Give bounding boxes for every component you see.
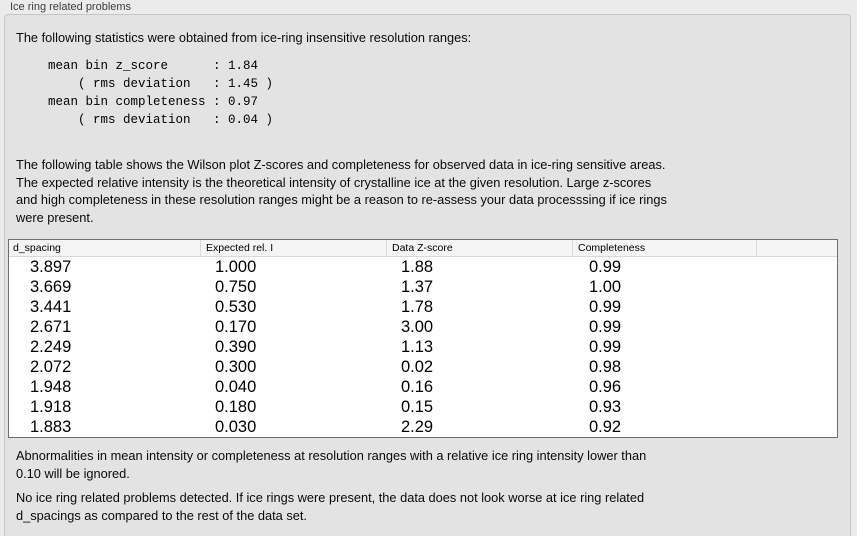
- table-cell: 0.99: [589, 338, 622, 356]
- table-cell: 1.00: [589, 278, 622, 296]
- table-cell: [757, 357, 837, 377]
- table-cell: 0.98: [589, 358, 622, 376]
- stats-intro-text: The following statistics were obtained f…: [16, 30, 472, 45]
- table-row[interactable]: 2.072 0.300 0.02 0.98: [9, 357, 837, 377]
- table-cell: 0.15: [401, 398, 434, 416]
- table-cell: [757, 277, 837, 297]
- table-cell: 0.300: [215, 358, 257, 376]
- table-cell: 2.29: [401, 418, 434, 436]
- table-cell: 2.249: [30, 338, 72, 356]
- table-cell: 0.180: [215, 398, 257, 416]
- ice-table-body: 3.897 1.000 1.88 0.99 3.669 0.750 1.37 1.00 3.44…: [9, 257, 837, 437]
- table-cell: 3.669: [30, 278, 72, 296]
- stats-block: mean bin z_score : 1.84 ( rms deviation …: [48, 59, 274, 127]
- table-row[interactable]: 2.249 0.390 1.13 0.99: [9, 337, 837, 357]
- table-cell: 1.13: [401, 338, 434, 356]
- table-cell: 0.390: [215, 338, 257, 356]
- table-cell: 0.92: [589, 418, 622, 436]
- table-cell: 0.99: [589, 258, 622, 276]
- table-row[interactable]: 1.883 0.030 2.29 0.92: [9, 417, 837, 437]
- table-cell: 0.96: [589, 378, 622, 396]
- table-row[interactable]: 3.441 0.530 1.78 0.99: [9, 297, 837, 317]
- table-cell: 0.040: [215, 378, 257, 396]
- table-cell: 0.99: [589, 318, 622, 336]
- table-cell: 1.000: [215, 258, 257, 276]
- table-cell: 3.441: [30, 298, 72, 316]
- conclusion-text: No ice ring related problems detected. I…: [16, 490, 645, 523]
- table-cell: 0.030: [215, 418, 257, 436]
- table-cell: 2.671: [30, 318, 72, 336]
- table-header: d_spacing Expected rel. I Data Z-score C…: [9, 240, 837, 257]
- ignore-note-text: Abnormalities in mean intensity or compl…: [16, 448, 647, 481]
- table-row[interactable]: 3.897 1.000 1.88 0.99: [9, 257, 837, 277]
- table-cell: [757, 417, 837, 437]
- table-cell: 3.897: [30, 258, 72, 276]
- table-row[interactable]: 2.671 0.170 3.00 0.99: [9, 317, 837, 337]
- groupbox-title: Ice ring related problems: [10, 1, 132, 13]
- table-cell: [757, 377, 837, 397]
- table-row[interactable]: 1.948 0.040 0.16 0.96: [9, 377, 837, 397]
- column-header-d-spacing[interactable]: d_spacing: [9, 240, 201, 256]
- table-row[interactable]: 1.918 0.180 0.15 0.93: [9, 397, 837, 417]
- table-description-text: The following table shows the Wilson plo…: [16, 157, 667, 225]
- table-cell: 2.072: [30, 358, 72, 376]
- table-cell: [757, 397, 837, 417]
- column-header-spacer: [757, 240, 837, 256]
- table-cell: 1.88: [401, 258, 434, 276]
- table-cell: 1.37: [401, 278, 434, 296]
- ice-ring-table[interactable]: d_spacing Expected rel. I Data Z-score C…: [8, 239, 838, 438]
- table-cell: [757, 337, 837, 357]
- table-cell: 0.02: [401, 358, 434, 376]
- table-cell: 0.750: [215, 278, 257, 296]
- table-cell: [757, 297, 837, 317]
- table-cell: [757, 317, 837, 337]
- table-cell: 3.00: [401, 318, 434, 336]
- table-cell: 0.99: [589, 298, 622, 316]
- table-row[interactable]: 3.669 0.750 1.37 1.00: [9, 277, 837, 297]
- column-header-data-z-score[interactable]: Data Z-score: [387, 240, 573, 256]
- table-cell: 0.93: [589, 398, 622, 416]
- column-header-completeness[interactable]: Completeness: [573, 240, 757, 256]
- table-cell: 0.16: [401, 378, 434, 396]
- column-header-expected-rel-i[interactable]: Expected rel. I: [201, 240, 387, 256]
- table-cell: 0.170: [215, 318, 257, 336]
- table-cell: [757, 257, 837, 277]
- table-cell: 0.530: [215, 298, 257, 316]
- table-cell: 1.78: [401, 298, 434, 316]
- table-cell: 1.918: [30, 398, 72, 416]
- table-cell: 1.883: [30, 418, 72, 436]
- table-cell: 1.948: [30, 378, 72, 396]
